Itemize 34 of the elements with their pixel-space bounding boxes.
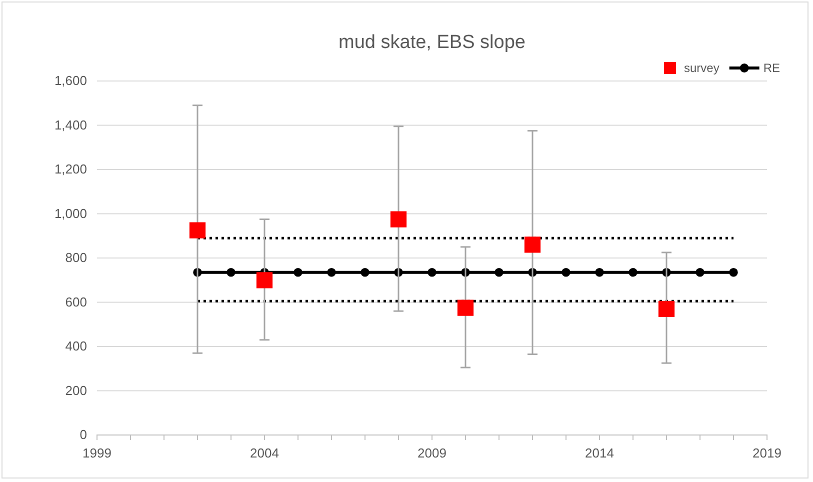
point <box>457 300 474 316</box>
point <box>189 222 206 238</box>
x-tick-label: 2004 <box>250 445 279 460</box>
x-tick-label: 1999 <box>82 445 112 460</box>
point <box>729 268 738 277</box>
y-tick-label: 600 <box>65 294 87 310</box>
y-tick-label: 0 <box>80 427 87 442</box>
point <box>595 268 604 277</box>
y-tick-label: 1,200 <box>54 162 87 177</box>
point <box>628 268 638 277</box>
point <box>390 211 407 228</box>
y-tick-label: 200 <box>65 382 87 398</box>
chart-title: mud skate, EBS slope <box>338 32 526 53</box>
y-tick-label: 800 <box>65 250 87 266</box>
y-tick-label: 1,600 <box>54 73 87 88</box>
y-tick-label: 1,400 <box>54 117 87 132</box>
point <box>360 268 370 277</box>
point <box>524 236 541 253</box>
y-tick-label: 1,000 <box>54 206 87 221</box>
point <box>428 268 436 277</box>
x-tick-label: 2014 <box>585 445 614 460</box>
point <box>226 268 236 277</box>
x-tick-label: 2009 <box>418 445 446 460</box>
x-tick-label: 2019 <box>752 445 782 460</box>
point <box>562 268 570 277</box>
point <box>658 300 675 317</box>
legend-label: RE <box>763 61 780 75</box>
point <box>327 268 336 277</box>
point <box>256 272 273 288</box>
point <box>696 268 704 277</box>
point <box>294 268 302 277</box>
y-tick-label: 400 <box>65 338 87 354</box>
legend-label: survey <box>684 61 720 75</box>
point <box>494 268 504 277</box>
